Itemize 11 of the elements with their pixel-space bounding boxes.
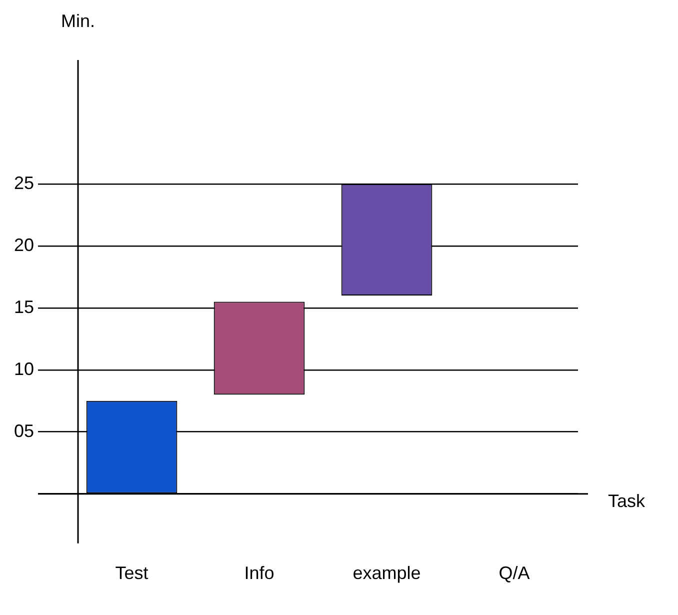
y-axis-title: Min.: [61, 10, 96, 31]
y-tick-label: 05: [14, 420, 34, 441]
y-tick-label: 25: [14, 172, 34, 193]
x-tick-label: Info: [244, 563, 274, 584]
x-axis-title: Task: [608, 490, 646, 511]
x-tick-label: Q/A: [498, 563, 530, 584]
y-tick-label: 15: [14, 296, 34, 317]
x-tick-label: example: [352, 563, 421, 584]
y-tick-label: 20: [14, 234, 34, 255]
y-tick-label: 10: [14, 358, 34, 379]
x-tick-label: Test: [115, 563, 148, 584]
